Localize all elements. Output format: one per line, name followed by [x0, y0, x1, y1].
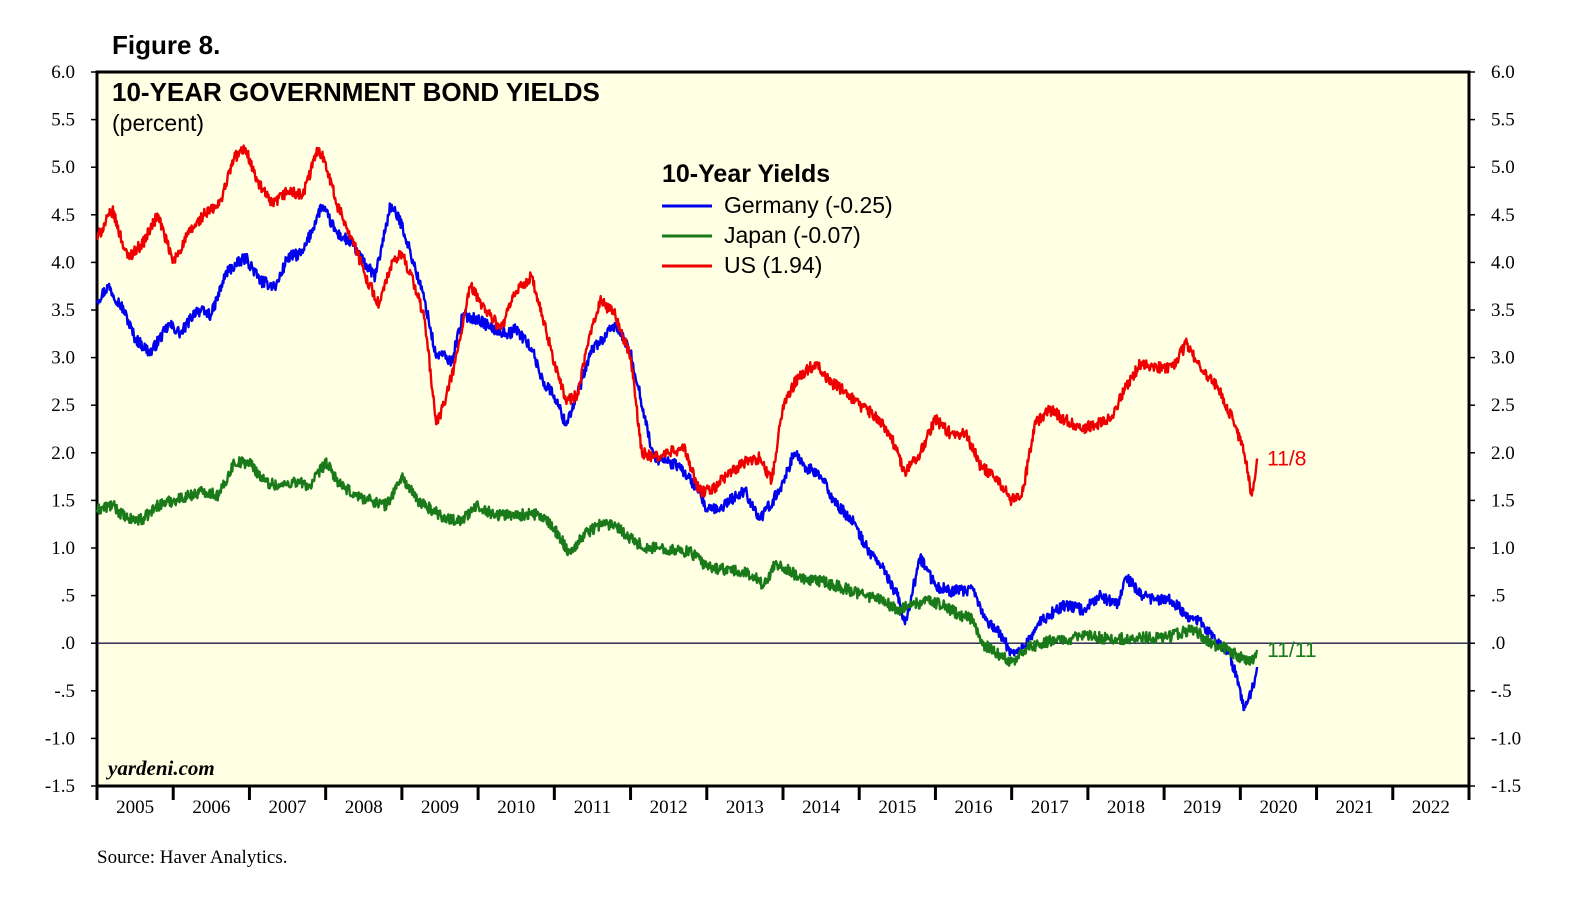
y-tick-label-right: 4.0 — [1491, 252, 1515, 273]
x-tick-label: 2018 — [1107, 797, 1145, 818]
left-y-axis: 6.0 5.5 5.0 4.5 4.0 3.5 3.0 2.5 2.0 1.5 1.0 .5 .0 -.5… — [45, 62, 97, 797]
x-tick-label: 2022 — [1412, 797, 1450, 818]
x-axis: 2005 2006 2007 2008 2009 2010 2011 2012 2013 2014… — [95, 786, 1471, 818]
y-tick-label-right: 5.5 — [1491, 110, 1515, 131]
plot-area — [95, 70, 1471, 788]
y-tick-label-right: -1.5 — [1491, 776, 1521, 797]
legend: 10-Year Yields Germany (-0.25) Japan (-0… — [662, 160, 893, 278]
x-tick-label: 2010 — [497, 797, 535, 818]
x-tick-label: 2019 — [1183, 797, 1221, 818]
x-tick-label: 2009 — [421, 797, 459, 818]
source-note: Source: Haver Analytics. — [97, 847, 287, 868]
y-tick-label: -1.0 — [45, 728, 75, 749]
series-lines — [95, 144, 1259, 712]
y-tick-label: 5.0 — [51, 157, 75, 178]
x-tick-label: 2016 — [955, 797, 993, 818]
y-tick-label: 3.0 — [51, 348, 75, 369]
figure-label: Figure 8. — [112, 30, 220, 60]
series-line-japan — [95, 456, 1259, 667]
y-tick-label: 1.0 — [51, 538, 75, 559]
chart-subtitle: (percent) — [112, 110, 204, 136]
legend-label-us: US (1.94) — [724, 252, 822, 278]
x-tick-label: 2005 — [116, 797, 154, 818]
y-tick-label: 4.0 — [51, 252, 75, 273]
y-tick-label: 6.0 — [51, 62, 75, 83]
y-tick-label: .0 — [61, 633, 75, 654]
y-tick-label: 5.5 — [51, 110, 75, 131]
x-tick-label: 2008 — [345, 797, 383, 818]
x-tick-label: 2013 — [726, 797, 764, 818]
legend-title: 10-Year Yields — [662, 160, 830, 188]
y-tick-label-right: 1.5 — [1491, 490, 1515, 511]
end-labels: 11/8 11/11 — [1267, 448, 1316, 662]
y-tick-label: 3.5 — [51, 300, 75, 321]
y-tick-label-right: 2.5 — [1491, 395, 1515, 416]
x-tick-label: 2017 — [1031, 797, 1069, 818]
y-tick-label: 2.0 — [51, 443, 75, 464]
legend-label-japan: Japan (-0.07) — [724, 222, 861, 248]
right-y-axis: 6.0 5.5 5.0 4.5 4.0 3.5 3.0 2.5 2.0 1.5 1.0 .5 .0 -.5… — [1469, 62, 1521, 797]
chart-title: 10-YEAR GOVERNMENT BOND YIELDS — [112, 77, 600, 107]
end-label-japan: 11/11 — [1267, 639, 1316, 662]
y-tick-label-right: 2.0 — [1491, 443, 1515, 464]
x-tick-label: 2021 — [1336, 797, 1374, 818]
x-tick-label: 2020 — [1259, 797, 1297, 818]
y-tick-label: .5 — [61, 586, 75, 607]
legend-label-germany: Germany (-0.25) — [724, 192, 893, 218]
y-tick-label: 1.5 — [51, 490, 75, 511]
y-tick-label-right: 3.5 — [1491, 300, 1515, 321]
series-line-us — [96, 144, 1259, 507]
y-tick-label: -.5 — [54, 681, 75, 702]
y-tick-label: 2.5 — [51, 395, 75, 416]
y-tick-label-right: 4.5 — [1491, 205, 1515, 226]
y-tick-label-right: 3.0 — [1491, 348, 1515, 369]
x-tick-label: 2007 — [269, 797, 307, 818]
x-tick-label: 2011 — [574, 797, 611, 818]
y-tick-label-right: 5.0 — [1491, 157, 1515, 178]
x-tick-label: 2006 — [192, 797, 230, 818]
y-tick-label-right: 6.0 — [1491, 62, 1515, 83]
y-tick-label-right: 1.0 — [1491, 538, 1515, 559]
x-tick-label: 2012 — [650, 797, 688, 818]
series-line-germany — [95, 202, 1259, 712]
y-tick-label: -1.5 — [45, 776, 75, 797]
x-tick-label: 2014 — [802, 797, 841, 818]
y-tick-label: 4.5 — [51, 205, 75, 226]
y-tick-label-right: .0 — [1491, 633, 1505, 654]
end-label-us: 11/8 — [1267, 448, 1306, 471]
y-tick-label-right: -1.0 — [1491, 728, 1521, 749]
y-tick-label-right: .5 — [1491, 586, 1505, 607]
x-tick-label: 2015 — [878, 797, 916, 818]
y-tick-label-right: -.5 — [1491, 681, 1512, 702]
credit-yardeni: yardeni.com — [105, 756, 215, 780]
